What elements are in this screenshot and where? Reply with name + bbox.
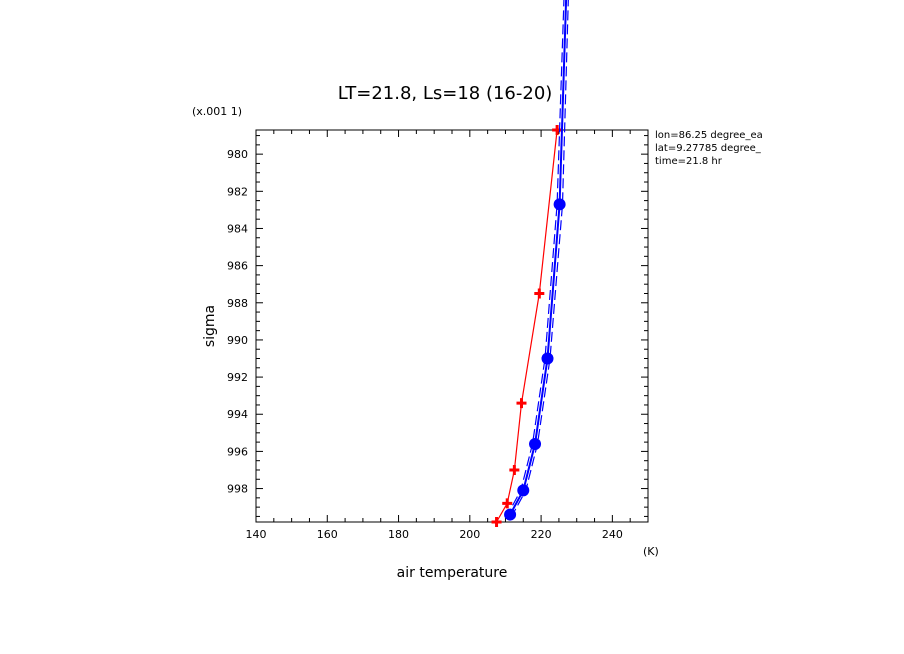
- series-0: [491, 125, 563, 527]
- y-tick-label: 992: [227, 371, 248, 384]
- series-2: [512, 0, 569, 515]
- x-unit-label: (K): [643, 545, 659, 558]
- y-tick-label: 996: [227, 445, 248, 458]
- series-line: [512, 0, 569, 515]
- data-point-circle: [504, 508, 517, 521]
- series-layer: [491, 0, 569, 527]
- data-point-circle: [541, 352, 554, 365]
- data-point-plus: [552, 125, 563, 135]
- annotation-lat: lat=9.27785 degree_: [655, 143, 762, 154]
- y-tick-label: 980: [227, 148, 248, 161]
- annotation-time: time=21.8 hr: [655, 156, 723, 167]
- annotation-lon: lon=86.25 degree_ea: [655, 130, 763, 141]
- x-tick-label: 160: [317, 528, 338, 541]
- plot-axes: 140 160 180 200 220 240 980 982 984 986 988 990 992 9…: [227, 129, 649, 541]
- series-3: [507, 0, 565, 515]
- y-tick-label: 990: [227, 334, 248, 347]
- x-tick-label: 200: [459, 528, 480, 541]
- y-tick-label: 984: [227, 222, 248, 235]
- y-tick-label: 998: [227, 483, 248, 496]
- y-tick-label: 982: [227, 185, 248, 198]
- data-point-plus: [502, 498, 513, 509]
- data-point-plus: [534, 288, 545, 299]
- series-1: [504, 0, 568, 521]
- plot-frame: [255, 129, 649, 523]
- series-line: [507, 0, 565, 515]
- y-scale-note: (x.001 1): [192, 105, 242, 118]
- series-line: [495, 129, 558, 523]
- x-tick-label: 140: [246, 528, 267, 541]
- data-point-plus: [509, 464, 520, 475]
- x-tick-label: 180: [388, 528, 409, 541]
- x-tick-label: 220: [531, 528, 552, 541]
- y-tick-label: 988: [227, 297, 248, 310]
- y-axis-label: sigma: [202, 305, 218, 347]
- x-axis-label: air temperature: [397, 565, 508, 581]
- data-point-plus: [491, 517, 502, 527]
- data-point-circle: [553, 198, 566, 211]
- x-tick-label: 240: [602, 528, 623, 541]
- chart-title: LT=21.8, Ls=18 (16-20): [338, 83, 553, 104]
- y-tick-label: 994: [227, 408, 248, 421]
- data-point-plus: [516, 398, 527, 409]
- y-tick-label: 986: [227, 260, 248, 273]
